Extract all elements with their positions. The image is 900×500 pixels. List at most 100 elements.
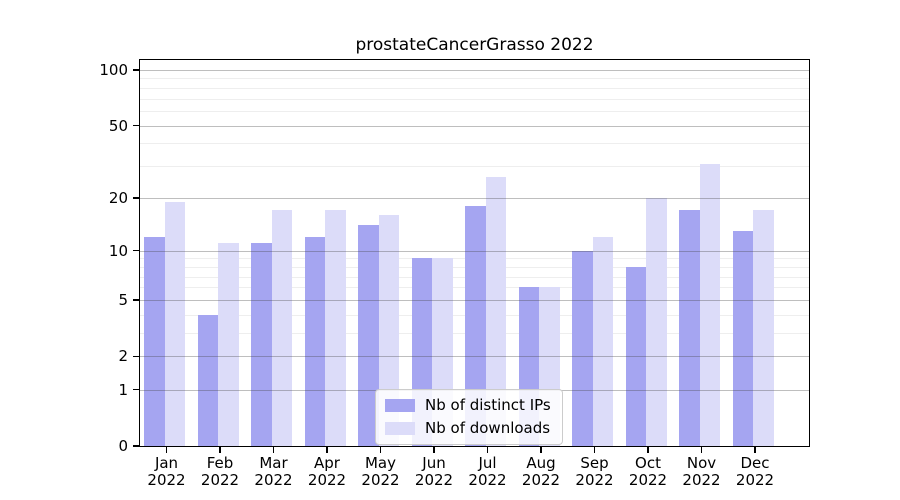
y-tick-mark-0 bbox=[133, 445, 139, 447]
x-tick-mark-mar bbox=[272, 446, 275, 453]
bar-downloads-oct bbox=[646, 197, 667, 446]
bar-distinct-ips-feb bbox=[197, 314, 219, 446]
gridline-minor-90 bbox=[140, 78, 809, 80]
gridline-major-2 bbox=[140, 356, 809, 358]
x-tick-month: Sep bbox=[580, 454, 609, 472]
x-tick-label-dec: Dec 2022 bbox=[725, 455, 785, 489]
x-tick-year: 2022 bbox=[254, 471, 293, 489]
x-tick-month: Jan bbox=[154, 454, 179, 472]
legend-item-distinct-ips: Nb of distinct IPs bbox=[385, 396, 551, 415]
bar-distinct-ips-sep bbox=[572, 250, 593, 446]
x-tick-mark-oct bbox=[647, 446, 649, 453]
bar-distinct-ips-may bbox=[358, 225, 379, 446]
x-tick-year: 2022 bbox=[200, 471, 240, 489]
x-tick-year: 2022 bbox=[414, 471, 454, 489]
x-tick-month: Mar bbox=[259, 454, 288, 472]
x-tick-mark-aug bbox=[540, 446, 542, 453]
gridline-minor-40 bbox=[140, 143, 809, 145]
x-tick-label-feb: Feb 2022 bbox=[190, 455, 250, 489]
y-tick-label-5: 5 bbox=[118, 290, 128, 309]
x-tick-month: Jun bbox=[422, 454, 446, 472]
gridline-major-100 bbox=[140, 69, 809, 71]
y-tick-label-2: 2 bbox=[118, 347, 128, 366]
x-tick-mark-feb bbox=[219, 446, 221, 453]
legend: Nb of distinct IPs Nb of downloads bbox=[375, 389, 563, 445]
y-tick-label-10: 10 bbox=[108, 241, 128, 260]
x-tick-label-apr: Apr 2022 bbox=[297, 455, 357, 489]
y-tick-mark-5 bbox=[133, 299, 139, 301]
x-tick-label-jan: Jan 2022 bbox=[137, 455, 197, 489]
x-tick-year: 2022 bbox=[361, 471, 400, 489]
x-tick-label-aug: Aug 2022 bbox=[511, 455, 571, 489]
gridline-major-10 bbox=[140, 250, 809, 252]
y-tick-mark-1 bbox=[133, 388, 139, 391]
y-tick-mark-100 bbox=[133, 69, 139, 71]
gridline-major-50 bbox=[140, 125, 809, 127]
gridline-minor-70 bbox=[140, 98, 809, 100]
bar-distinct-ips-mar bbox=[251, 243, 272, 446]
gridline-minor-30 bbox=[140, 166, 809, 168]
x-tick-mark-dec bbox=[754, 446, 756, 453]
x-tick-label-may: May 2022 bbox=[351, 455, 411, 489]
y-tick-label-100: 100 bbox=[99, 60, 128, 79]
y-tick-mark-10 bbox=[133, 249, 139, 252]
x-tick-label-jun: Jun 2022 bbox=[404, 455, 464, 489]
legend-item-downloads: Nb of downloads bbox=[385, 419, 551, 438]
y-tick-label-0: 0 bbox=[118, 437, 128, 455]
x-tick-mark-may bbox=[379, 446, 382, 453]
x-tick-month: Jul bbox=[478, 454, 497, 472]
bar-distinct-ips-oct bbox=[625, 266, 647, 446]
x-tick-month: Aug bbox=[526, 454, 556, 472]
x-tick-mark-jun bbox=[433, 446, 435, 453]
bar-downloads-feb bbox=[218, 243, 239, 446]
x-tick-year: 2022 bbox=[575, 471, 614, 489]
gridline-major-20 bbox=[140, 197, 809, 199]
y-tick-mark-20 bbox=[133, 197, 139, 199]
y-tick-label-20: 20 bbox=[108, 188, 128, 207]
x-tick-year: 2022 bbox=[628, 471, 668, 489]
y-tick-label-1: 1 bbox=[118, 380, 128, 399]
bar-downloads-dec bbox=[753, 210, 774, 446]
bar-downloads-nov bbox=[699, 163, 721, 446]
x-tick-month: Nov bbox=[686, 454, 717, 472]
bar-downloads-sep bbox=[592, 236, 614, 446]
legend-label-distinct-ips: Nb of distinct IPs bbox=[425, 396, 551, 414]
x-tick-mark-nov bbox=[700, 446, 703, 453]
x-tick-month: May bbox=[364, 454, 396, 472]
x-tick-label-nov: Nov 2022 bbox=[672, 455, 732, 489]
bar-downloads-jul bbox=[485, 177, 507, 446]
x-tick-mark-jan bbox=[165, 446, 168, 453]
x-tick-mark-jul bbox=[486, 446, 489, 453]
y-tick-mark-2 bbox=[133, 355, 139, 358]
bar-downloads-mar bbox=[271, 210, 293, 446]
bar-distinct-ips-dec bbox=[732, 230, 754, 446]
gridline-major-5 bbox=[140, 299, 809, 301]
legend-label-downloads: Nb of downloads bbox=[425, 419, 551, 437]
x-tick-year: 2022 bbox=[682, 471, 721, 489]
bar-downloads-apr bbox=[325, 210, 346, 446]
x-tick-label-jul: Jul 2022 bbox=[458, 455, 518, 489]
bar-distinct-ips-nov bbox=[679, 210, 700, 446]
x-tick-label-mar: Mar 2022 bbox=[244, 455, 304, 489]
x-tick-year: 2022 bbox=[147, 471, 186, 489]
x-tick-month: Dec bbox=[740, 454, 770, 472]
legend-swatch-downloads bbox=[385, 422, 415, 435]
bar-distinct-ips-jan bbox=[144, 236, 165, 446]
gridline-minor-60 bbox=[140, 110, 809, 112]
bar-distinct-ips-jul bbox=[465, 206, 486, 446]
x-tick-year: 2022 bbox=[307, 471, 347, 489]
chart-title: prostateCancerGrasso 2022 bbox=[355, 35, 594, 55]
x-tick-year: 2022 bbox=[521, 471, 561, 489]
x-tick-month: Feb bbox=[206, 454, 234, 472]
x-tick-label-sep: Sep 2022 bbox=[565, 455, 625, 489]
x-tick-mark-apr bbox=[326, 446, 328, 453]
x-tick-year: 2022 bbox=[468, 471, 507, 489]
bar-downloads-may bbox=[378, 215, 400, 446]
bar-downloads-jan bbox=[164, 201, 186, 446]
x-tick-month: Oct bbox=[635, 454, 661, 472]
gridline-minor-80 bbox=[140, 87, 809, 89]
legend-swatch-distinct-ips bbox=[385, 399, 415, 412]
bar-distinct-ips-apr bbox=[304, 236, 326, 446]
x-tick-mark-sep bbox=[593, 446, 596, 453]
